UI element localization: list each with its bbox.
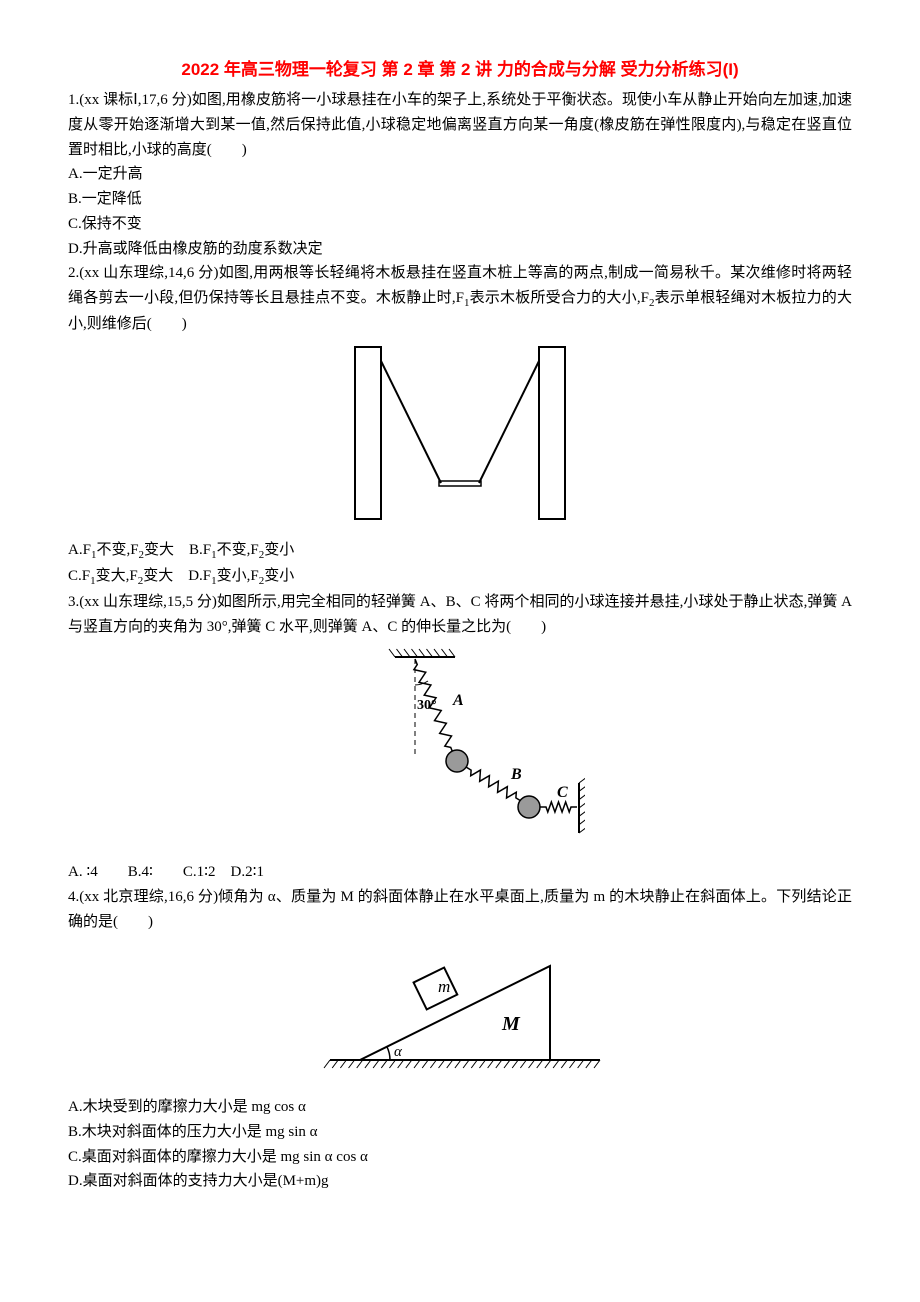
t: 变大,F: [96, 568, 138, 584]
q2-stem: 2.(xx 山东理综,14,6 分)如图,用两根等长轻绳将木板悬挂在竖直木桩上等…: [68, 261, 852, 337]
q2-opts-row1: A.F1不变,F2变大 B.F1不变,F2变小: [68, 538, 852, 564]
q2-stem-b: 表示木板所受合力的大小,F: [469, 290, 648, 306]
q4-stem: 4.(xx 北京理综,16,6 分)倾角为 α、质量为 M 的斜面体静止在水平桌…: [68, 885, 852, 935]
q2-figure: [68, 343, 852, 532]
svg-text:α: α: [394, 1044, 403, 1060]
t: 变小: [264, 542, 294, 558]
svg-text:M: M: [501, 1013, 521, 1035]
q1-opt-b: B.一定降低: [68, 187, 852, 212]
t: 不变,F: [96, 542, 138, 558]
svg-text:m: m: [438, 977, 450, 996]
t: 变大 D.F: [143, 568, 211, 584]
t: A.F: [68, 542, 91, 558]
q3-figure: 30°ABC: [68, 645, 852, 854]
incline-diagram: m Mα: [310, 940, 610, 1080]
q1-opt-c: C.保持不变: [68, 212, 852, 237]
swing-diagram: [345, 343, 575, 523]
page-title: 2022 年高三物理一轮复习 第 2 章 第 2 讲 力的合成与分解 受力分析练…: [68, 56, 852, 84]
q1-stem: 1.(xx 课标Ⅰ,17,6 分)如图,用橡皮筋将一小球悬挂在小车的架子上,系统…: [68, 88, 852, 162]
q4-opt-d: D.桌面对斜面体的支持力大小是(M+m)g: [68, 1169, 852, 1194]
t: 变小: [264, 568, 294, 584]
q2-opts-row2: C.F1变大,F2变大 D.F1变小,F2变小: [68, 564, 852, 590]
svg-text:C: C: [557, 784, 568, 801]
q4-figure: m Mα: [68, 940, 852, 1089]
q4-opt-b: B.木块对斜面体的压力大小是 mg sin α: [68, 1120, 852, 1145]
svg-text:B: B: [510, 766, 522, 783]
svg-text:A: A: [452, 692, 464, 709]
q1-opt-d: D.升高或降低由橡皮筋的劲度系数决定: [68, 237, 852, 262]
q3-opts: A. ∶4 B.4∶ C.1∶2 D.2∶1: [68, 860, 852, 885]
q3-stem: 3.(xx 山东理综,15,5 分)如图所示,用完全相同的轻弹簧 A、B、C 将…: [68, 590, 852, 640]
spring-diagram: 30°ABC: [335, 645, 585, 845]
t: 不变,F: [217, 542, 259, 558]
q4-opt-c: C.桌面对斜面体的摩擦力大小是 mg sin α cos α: [68, 1145, 852, 1170]
q4-opt-a: A.木块受到的摩擦力大小是 mg cos α: [68, 1095, 852, 1120]
q1-opt-a: A.一定升高: [68, 162, 852, 187]
t: 变小,F: [217, 568, 259, 584]
t: 变大 B.F: [144, 542, 211, 558]
t: C.F: [68, 568, 90, 584]
